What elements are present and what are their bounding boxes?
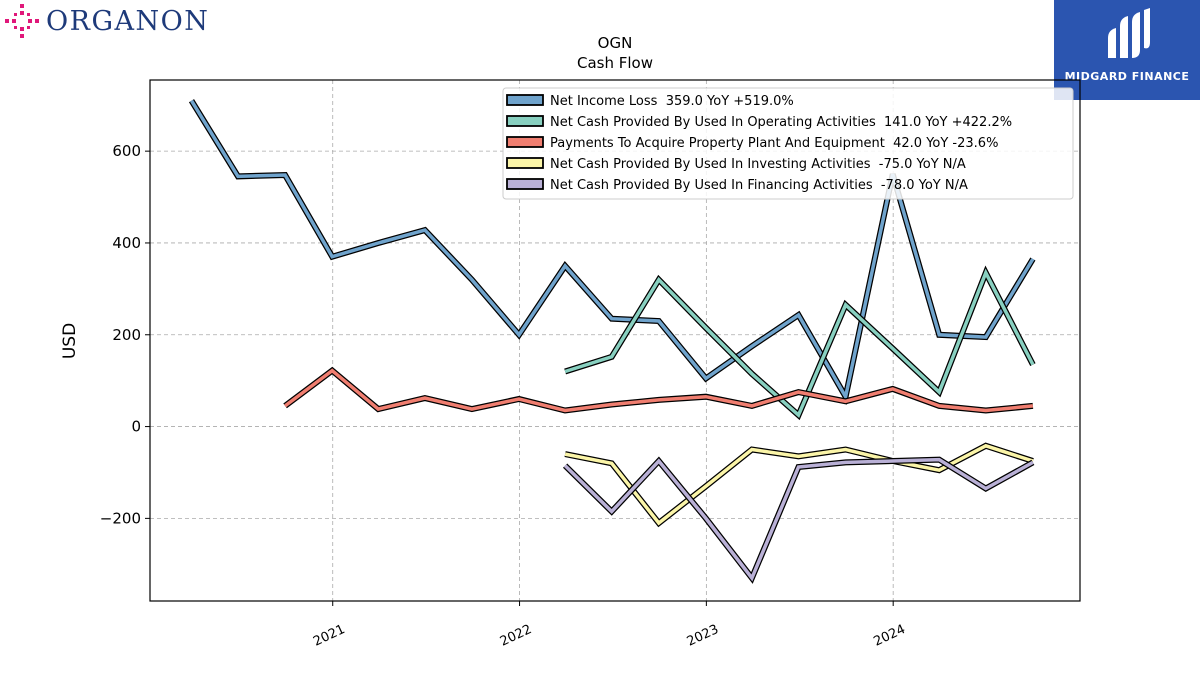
legend-box: [502, 87, 1074, 200]
legend-entry: Net Cash Provided By Used In Investing A…: [550, 157, 966, 172]
series-line-1: [564, 268, 1035, 419]
legend-entry: Payments To Acquire Property Plant And E…: [550, 136, 998, 151]
series-outline-4: [562, 456, 1035, 584]
organon-mark-icon: [5, 4, 39, 38]
legend-swatch: [506, 178, 544, 190]
y-tick-label: 0: [131, 418, 141, 436]
organon-logo-text: ORGANON: [46, 5, 210, 37]
legend-entry: Net Cash Provided By Used In Financing A…: [550, 178, 968, 193]
midgard-logo-text: MIDGARD FINANCE: [1064, 70, 1190, 83]
chart-subtitle: Cash Flow: [577, 54, 653, 72]
x-tick-label: 2022: [498, 622, 534, 650]
series-line-3: [564, 443, 1034, 526]
legend-entry: Net Cash Provided By Used In Operating A…: [550, 115, 1012, 130]
legend: Net Income Loss 359.0 YoY +519.0% Net Cas…: [502, 87, 1074, 200]
x-tick-label: 2021: [311, 622, 347, 650]
series-line-4: [563, 457, 1034, 582]
y-axis-label: USD: [60, 323, 80, 359]
x-tick-label: 2024: [872, 622, 908, 650]
y-tick-label: −200: [100, 509, 141, 527]
midgard-finance-logo: MIDGARD FINANCE: [1054, 0, 1200, 100]
organon-logo: ORGANON: [4, 4, 209, 38]
midgard-mark-icon: [1108, 8, 1150, 58]
legend-swatch: [506, 136, 544, 148]
series-line-2: [284, 368, 1034, 413]
x-axis: 2021 2022 2023 2024: [311, 601, 908, 650]
y-tick-label: 200: [112, 326, 141, 344]
legend-entry: Net Income Loss 359.0 YoY +519.0%: [550, 94, 794, 109]
x-tick-label: 2023: [685, 622, 721, 650]
plot-frame: [149, 79, 1081, 602]
chart-title: OGN: [598, 34, 633, 52]
y-tick-label: 600: [112, 142, 141, 160]
y-axis: −200 0 200 400 600: [100, 142, 150, 527]
legend-swatch: [506, 94, 544, 106]
y-tick-label: 400: [112, 234, 141, 252]
legend-swatch: [506, 115, 544, 127]
legend-swatch: [506, 157, 544, 169]
